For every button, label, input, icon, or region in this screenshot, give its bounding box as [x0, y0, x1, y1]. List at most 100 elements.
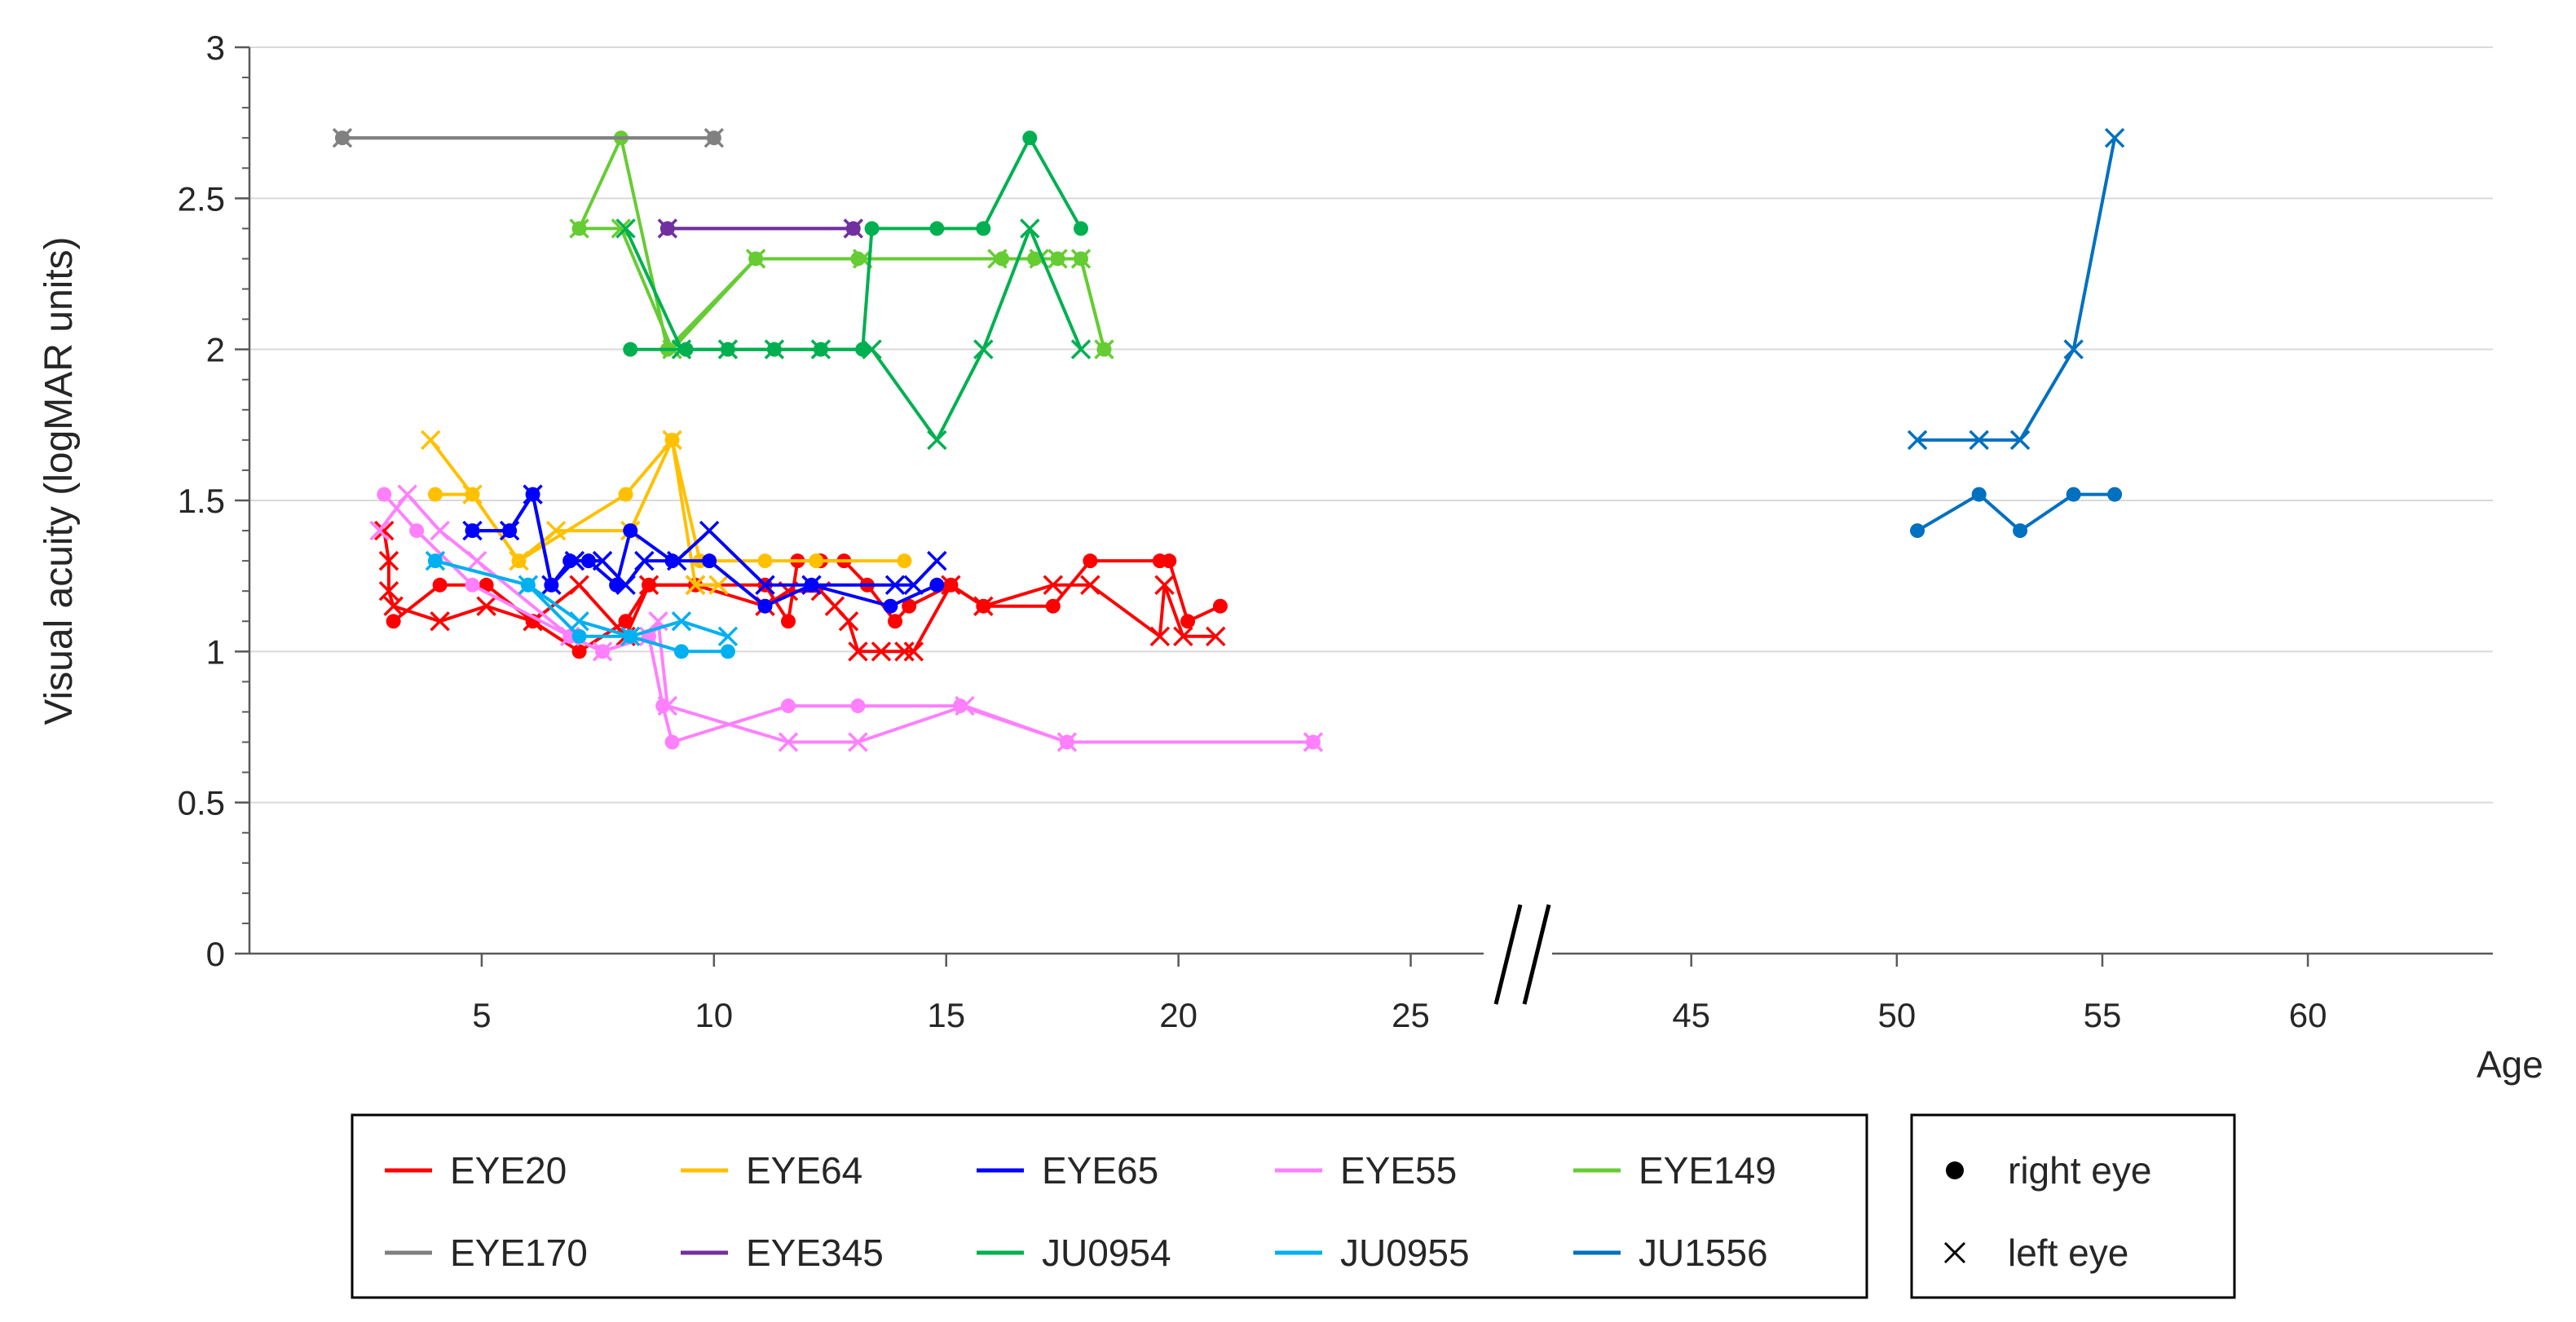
- left-eye-marker: [430, 520, 450, 541]
- legend-item-ju0954: JU0954: [977, 1232, 1171, 1274]
- left-eye-marker: [903, 575, 924, 596]
- legend-label: JU0954: [1042, 1232, 1171, 1274]
- left-eye-marker: [927, 550, 947, 571]
- series-eye170: [332, 127, 725, 148]
- left-eye-marker: [397, 484, 417, 505]
- right-eye-marker: [845, 221, 861, 236]
- right-eye-marker: [571, 644, 587, 659]
- y-axis-label: Visual acuity (logMAR units): [37, 236, 81, 725]
- left-eye-marker: [634, 550, 655, 571]
- x-axis-label: Age: [2477, 1043, 2543, 1086]
- axes: [235, 46, 2493, 967]
- right-eye-marker: [2107, 487, 2123, 502]
- left-eye-marker: [671, 611, 692, 632]
- right-eye-marker: [1162, 553, 1177, 569]
- legend-item-eye149: EYE149: [1573, 1149, 1776, 1192]
- left-eye-marker: [1154, 575, 1175, 596]
- left-eye-marker: [824, 596, 845, 616]
- x-tick-labels: 5 10 15 20 25 45 50 55 60: [472, 996, 2327, 1034]
- x-tick-label: 20: [1159, 996, 1198, 1034]
- left-eye-marker: [2009, 430, 2031, 451]
- right-eye-marker: [664, 734, 680, 750]
- right-eye-marker: [813, 342, 828, 357]
- right-eye-marker: [976, 598, 991, 614]
- right-eye-marker: [720, 644, 735, 659]
- right-eye-marker: [902, 598, 917, 614]
- right-eye-marker: [465, 487, 480, 502]
- right-eye-marker: [465, 523, 480, 539]
- right-eye-marker: [864, 221, 880, 236]
- dot-icon: [1946, 1161, 1964, 1179]
- right-eye-marker: [929, 577, 945, 593]
- right-eye-marker: [544, 577, 559, 593]
- left-eye-marker: [2104, 127, 2125, 148]
- left-eye-marker: [848, 732, 868, 752]
- right-eye-marker: [511, 553, 527, 569]
- right-eye-marker: [943, 577, 959, 593]
- right-eye-marker: [850, 698, 866, 714]
- left-eye-marker: [871, 641, 892, 662]
- right-eye-marker: [377, 487, 392, 502]
- x-tick-label: 45: [1672, 996, 1710, 1034]
- left-eye-marker: [838, 611, 859, 632]
- legend-label: EYE20: [450, 1149, 567, 1192]
- right-eye-marker: [427, 487, 443, 502]
- right-eye-marker: [502, 523, 518, 539]
- legend-item-eye20: EYE20: [385, 1149, 567, 1192]
- x-tick-label: 55: [2084, 996, 2122, 1034]
- left-eye-marker: [1043, 575, 1064, 596]
- left-eye-marker: [1080, 575, 1101, 596]
- right-eye-marker: [702, 553, 717, 569]
- left-eye-marker: [884, 575, 906, 596]
- y-tick-label: 1: [206, 632, 225, 671]
- legend-item-eye170: EYE170: [385, 1232, 588, 1274]
- legend-label: EYE64: [746, 1149, 862, 1192]
- left-eye-marker: [903, 641, 924, 662]
- legend-label: EYE345: [746, 1232, 884, 1274]
- right-eye-marker: [623, 628, 638, 644]
- legend-item-ju0955: JU0955: [1275, 1232, 1470, 1274]
- right-eye-marker: [659, 221, 675, 236]
- right-eye-marker: [1022, 130, 1038, 146]
- right-eye-marker: [618, 487, 633, 502]
- right-eye-marker: [888, 614, 903, 629]
- right-eye-marker: [571, 628, 587, 644]
- y-tick-label: 0.5: [178, 784, 225, 822]
- right-eye-marker: [720, 342, 735, 357]
- cross-icon: [1943, 1241, 1966, 1264]
- right-eye-marker: [929, 221, 945, 236]
- right-eye-marker: [409, 523, 425, 539]
- right-eye-marker: [1050, 251, 1065, 267]
- left-eye-marker: [699, 520, 720, 541]
- gridlines: [249, 46, 2493, 804]
- series-ju0954: [615, 130, 1092, 451]
- right-eye-marker: [1045, 598, 1061, 614]
- right-eye-marker: [1305, 734, 1321, 750]
- right-eye-marker: [664, 432, 680, 447]
- legend-label: EYE55: [1340, 1149, 1457, 1192]
- y-tick-label: 1.5: [178, 482, 225, 520]
- right-eye-line: [577, 136, 1106, 351]
- x-tick-label: 5: [472, 996, 491, 1034]
- right-eye-marker: [850, 251, 866, 267]
- left-eye-marker: [592, 550, 613, 571]
- left-eye-marker: [611, 218, 632, 239]
- right-eye-marker: [655, 698, 671, 714]
- right-eye-marker: [1059, 734, 1074, 750]
- right-eye-marker: [1073, 221, 1088, 236]
- series-legend: EYE20 EYE64 EYE65 EYE55 EYE149 EYE170 EYE345 JU…: [351, 1113, 1868, 1299]
- x-tick-label: 25: [1392, 996, 1430, 1034]
- left-eye-marker: [973, 339, 994, 359]
- right-eye-marker: [664, 553, 680, 569]
- legend-item-ju1556: JU1556: [1573, 1232, 1768, 1274]
- legend-label: EYE65: [1042, 1149, 1158, 1192]
- right-eye-marker: [334, 130, 350, 146]
- marker-legend-label: right eye: [2008, 1149, 2151, 1192]
- right-eye-marker: [520, 577, 536, 593]
- right-eye-marker: [678, 342, 694, 357]
- right-eye-marker: [618, 614, 633, 629]
- legend-item-eye55: EYE55: [1275, 1149, 1457, 1192]
- right-eye-marker: [623, 342, 638, 357]
- right-eye-marker: [642, 577, 657, 593]
